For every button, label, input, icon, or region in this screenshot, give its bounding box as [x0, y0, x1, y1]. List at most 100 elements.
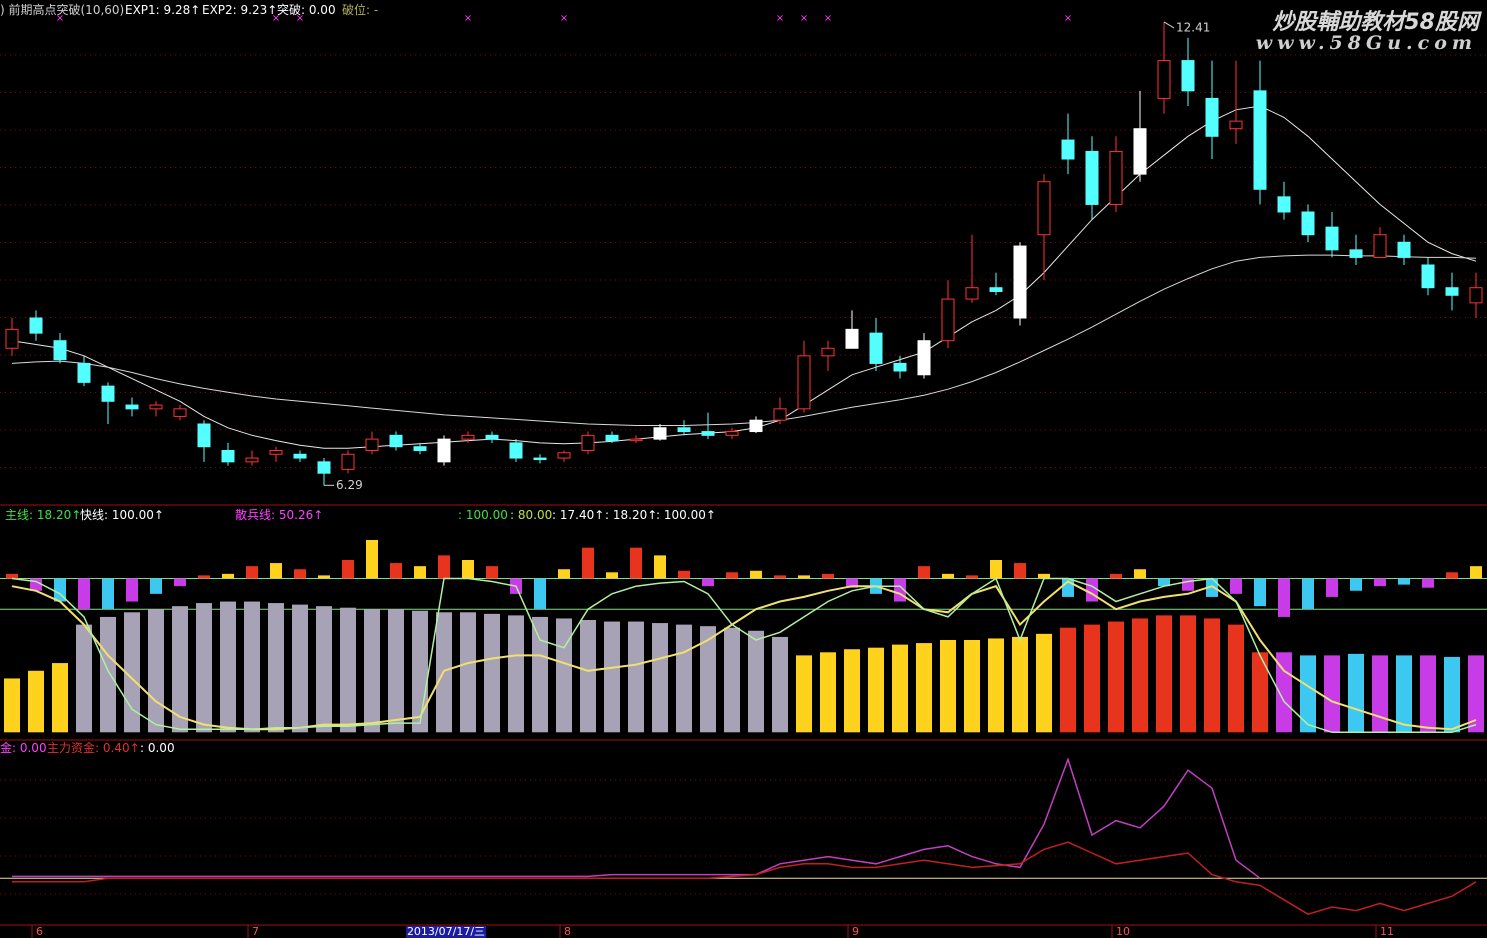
indicator-bar	[532, 616, 548, 733]
histogram-bar	[1326, 578, 1338, 597]
candle-body	[965, 287, 979, 300]
indicator-bar	[316, 606, 332, 733]
candle-body	[749, 419, 763, 433]
histogram-bar	[726, 572, 738, 579]
indicator-bar	[364, 609, 380, 733]
candle-body	[1181, 60, 1195, 92]
signal-mark: ×	[464, 13, 472, 24]
indicator-bar	[940, 640, 956, 733]
histogram-bar	[1158, 578, 1170, 587]
candle-body	[5, 328, 19, 349]
histogram-bar	[846, 578, 858, 588]
candle-body	[389, 434, 403, 448]
moving-average	[11, 105, 1477, 449]
candle-body	[1013, 245, 1027, 319]
indicator-bar	[148, 609, 164, 733]
candle-body	[701, 431, 715, 436]
histogram-bar	[822, 573, 834, 579]
indicator-bar	[1156, 615, 1172, 733]
legend-item: : 100.00	[458, 508, 508, 522]
histogram-bar	[270, 563, 282, 579]
candle-body	[1325, 226, 1339, 251]
x-tick-label: 10	[1116, 925, 1130, 938]
candle-body	[1373, 234, 1387, 258]
x-tick-label: 9	[852, 925, 859, 938]
indicator-bar	[1228, 624, 1244, 733]
candle-body	[53, 340, 67, 361]
indicator-bar	[1084, 624, 1100, 733]
histogram-bar	[942, 573, 954, 579]
candle-body	[1301, 211, 1315, 236]
indicator-line	[11, 577, 1477, 734]
candle-body	[773, 408, 787, 421]
candle-body	[485, 434, 499, 440]
indicator-bar	[52, 663, 68, 733]
legend-item: : 100.00↑	[656, 508, 716, 522]
candle-body	[557, 452, 571, 459]
candle-body	[893, 362, 907, 372]
histogram-bar	[486, 566, 498, 579]
histogram-bar	[702, 578, 714, 587]
candle-body	[221, 449, 235, 463]
indicator-bar	[892, 644, 908, 733]
indicator-bar	[1060, 627, 1076, 733]
indicator-bar	[1468, 655, 1484, 733]
histogram-bar	[6, 573, 18, 579]
histogram-bar	[918, 566, 930, 579]
candle-body	[413, 446, 427, 451]
legend-item: 主力资金: 0.40↑	[47, 741, 140, 755]
indicator-bar	[1180, 615, 1196, 733]
indicator-bar	[388, 609, 404, 733]
histogram-bar	[390, 563, 402, 579]
indicator-bar	[868, 647, 884, 733]
indicator-bar	[508, 615, 524, 733]
indicator-bar	[1132, 618, 1148, 733]
histogram-bar	[1134, 569, 1146, 579]
indicator-bar	[196, 603, 212, 733]
indicator-bar	[172, 606, 188, 733]
histogram-bar	[966, 575, 978, 579]
x-tick-label: 2013/07/17/三	[407, 925, 485, 938]
signal-mark: ×	[296, 13, 304, 24]
indicator-bar	[460, 612, 476, 733]
candle-body	[1445, 287, 1459, 296]
candle-body	[1229, 120, 1243, 130]
candle-body	[1469, 287, 1483, 304]
candle-body	[1349, 249, 1363, 258]
indicator-bar	[1420, 655, 1436, 733]
histogram-bar	[1446, 572, 1458, 579]
candle-body	[1205, 97, 1219, 137]
indicator-bar	[1324, 655, 1340, 733]
histogram-bar	[1278, 578, 1290, 617]
signal-mark: ×	[776, 13, 784, 24]
indicator-bar	[676, 624, 692, 733]
signal-mark: ×	[824, 13, 832, 24]
legend-item: EXP1: 9.28↑	[125, 3, 201, 17]
flow-line	[12, 757, 1261, 879]
indicator-bar	[1444, 656, 1460, 733]
histogram-bar	[294, 569, 306, 579]
histogram-bar	[246, 566, 258, 579]
histogram-bar	[78, 578, 90, 610]
indicator-bar	[580, 620, 596, 733]
indicator-bar	[1300, 655, 1316, 733]
legend-item: : 18.20↑	[605, 508, 658, 522]
histogram-bar	[1374, 578, 1386, 587]
candle-body	[365, 438, 379, 451]
indicator-bar	[412, 610, 428, 733]
signal-mark: ×	[272, 13, 280, 24]
watermark-url: www.58Gu.com	[1255, 32, 1477, 54]
indicator-bar	[292, 604, 308, 733]
histogram-bar	[126, 578, 138, 602]
candle-body	[917, 340, 931, 376]
annotation-leader	[1163, 21, 1175, 29]
indicator-bar	[988, 638, 1004, 733]
candle-body	[869, 332, 883, 364]
indicator-bar	[556, 618, 572, 733]
legend-item: 金: 0.00	[0, 741, 47, 755]
candle-body	[149, 404, 163, 410]
indicator-bar	[1012, 636, 1028, 733]
histogram-bar	[582, 547, 594, 579]
legend-item: 突破: 0.00	[277, 3, 336, 17]
histogram-bar	[318, 575, 330, 579]
